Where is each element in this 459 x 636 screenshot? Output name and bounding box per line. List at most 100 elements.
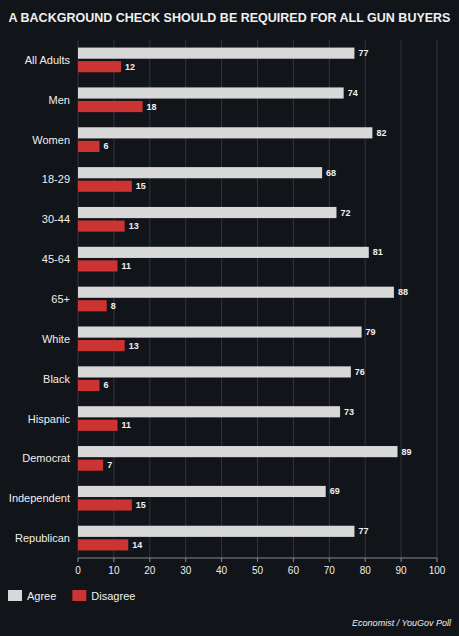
chart: A BACKGROUND CHECK SHOULD BE REQUIRED FO… xyxy=(0,0,459,636)
category-label: Hispanic xyxy=(28,413,71,425)
data-label: 77 xyxy=(358,526,368,536)
category-label: Women xyxy=(32,134,70,146)
data-label: 13 xyxy=(129,221,139,231)
legend: Agree Disagree xyxy=(8,590,135,602)
tick-label: 90 xyxy=(396,565,408,576)
grid-line xyxy=(185,40,186,558)
tick-mark xyxy=(293,558,294,562)
data-label: 7 xyxy=(107,460,112,470)
category-label: Men xyxy=(49,94,70,106)
bars xyxy=(78,48,398,551)
data-label: 11 xyxy=(121,261,131,271)
background xyxy=(0,0,459,636)
data-label: 15 xyxy=(136,181,146,191)
grid-line xyxy=(149,40,150,558)
bar xyxy=(78,486,326,497)
tick-mark xyxy=(437,558,438,562)
bar xyxy=(78,181,132,192)
bar xyxy=(78,127,372,138)
bar xyxy=(78,260,117,271)
tick-mark xyxy=(185,558,186,562)
category-label: 18-29 xyxy=(42,173,70,185)
tick-label: 50 xyxy=(252,565,264,576)
bar xyxy=(78,167,322,178)
tick-mark xyxy=(78,558,79,562)
data-label: 76 xyxy=(355,367,365,377)
data-label: 77 xyxy=(358,48,368,58)
bar xyxy=(78,406,340,417)
tick-mark xyxy=(401,558,402,562)
category-label: All Adults xyxy=(25,54,71,66)
data-labels: 7712741882668157213811188879137667311897… xyxy=(104,48,412,550)
bar xyxy=(78,48,354,59)
data-label: 72 xyxy=(340,208,350,218)
grid-line xyxy=(329,40,330,558)
data-label: 82 xyxy=(376,128,386,138)
data-label: 11 xyxy=(121,420,131,430)
bar xyxy=(78,446,398,457)
bar xyxy=(78,366,351,377)
tick-label: 30 xyxy=(180,565,192,576)
bar xyxy=(78,221,125,232)
data-label: 8 xyxy=(111,301,116,311)
tick-mark xyxy=(329,558,330,562)
tick-mark xyxy=(113,558,114,562)
bar xyxy=(78,526,354,537)
x-axis-line xyxy=(78,558,437,559)
legend-swatch xyxy=(72,590,86,601)
grid-line xyxy=(78,40,79,558)
tick-label: 70 xyxy=(324,565,336,576)
data-label: 13 xyxy=(129,341,139,351)
data-label: 88 xyxy=(398,287,408,297)
bar xyxy=(78,340,125,351)
grid-line xyxy=(257,40,258,558)
title: A BACKGROUND CHECK SHOULD BE REQUIRED FO… xyxy=(9,11,451,25)
tick-label: 80 xyxy=(360,565,372,576)
data-label: 15 xyxy=(136,500,146,510)
data-label: 73 xyxy=(344,407,354,417)
bar xyxy=(78,460,103,471)
grid-line xyxy=(113,40,114,558)
category-label: Republican xyxy=(15,532,70,544)
grid xyxy=(78,40,437,558)
legend-label: Disagree xyxy=(91,590,135,602)
bar xyxy=(78,87,344,98)
data-label: 68 xyxy=(326,168,336,178)
annotation: Economist / YouGov Poll xyxy=(352,618,452,628)
tick-label: 40 xyxy=(216,565,228,576)
category-label: 30-44 xyxy=(42,213,70,225)
tick-mark xyxy=(257,558,258,562)
data-label: 6 xyxy=(104,141,109,151)
tick-label: 60 xyxy=(288,565,300,576)
grid-line xyxy=(293,40,294,558)
bar xyxy=(78,499,132,510)
category-label: Black xyxy=(43,373,70,385)
tick-mark xyxy=(365,558,366,562)
category-label: Democrat xyxy=(22,452,70,464)
data-label: 6 xyxy=(104,380,109,390)
data-label: 18 xyxy=(147,102,157,112)
legend-swatch xyxy=(8,590,22,601)
tick-label: 20 xyxy=(144,565,156,576)
grid-line xyxy=(365,40,366,558)
data-label: 12 xyxy=(125,62,135,72)
legend-label: Agree xyxy=(27,590,56,602)
tick-mark xyxy=(149,558,150,562)
data-label: 81 xyxy=(373,247,383,257)
bar xyxy=(78,247,369,258)
data-label: 14 xyxy=(132,540,142,550)
chart-container: A BACKGROUND CHECK SHOULD BE REQUIRED FO… xyxy=(0,0,459,636)
grid-line xyxy=(221,40,222,558)
tick-mark xyxy=(221,558,222,562)
grid-line xyxy=(401,40,402,558)
bar xyxy=(78,380,100,391)
bar xyxy=(78,61,121,72)
category-label: White xyxy=(42,333,70,345)
bar xyxy=(78,539,128,550)
data-label: 69 xyxy=(330,486,340,496)
tick-label: 10 xyxy=(108,565,120,576)
grid-line xyxy=(437,40,438,558)
category-label: 65+ xyxy=(51,293,70,305)
bar xyxy=(78,300,107,311)
data-label: 79 xyxy=(366,327,376,337)
